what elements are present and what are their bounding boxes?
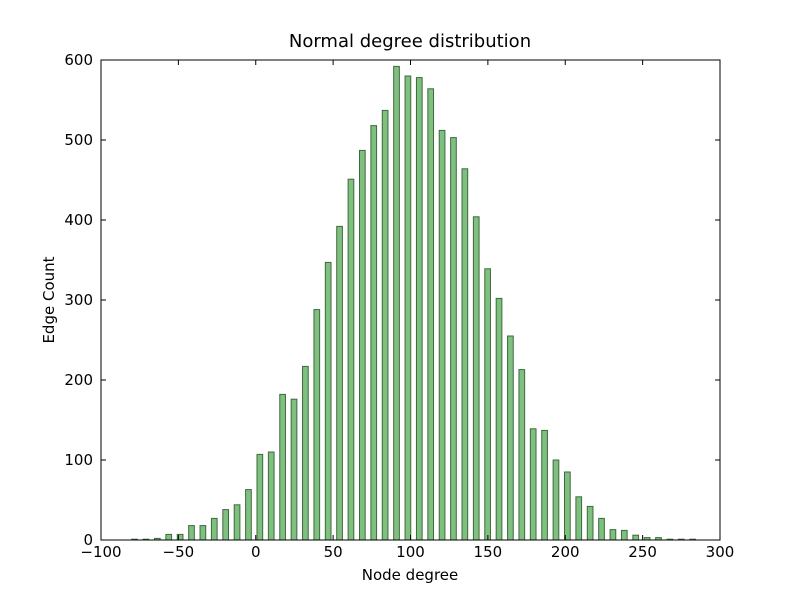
bar xyxy=(302,365,309,541)
bar xyxy=(620,529,628,541)
bar xyxy=(507,335,514,541)
x-tick-label: 300 xyxy=(706,543,735,561)
bar xyxy=(404,75,412,541)
bar xyxy=(256,453,264,541)
bar xyxy=(279,393,286,541)
chart-title: Normal degree distribution xyxy=(289,31,531,52)
bar xyxy=(370,125,378,541)
bar xyxy=(564,471,571,541)
y-tick-label: 100 xyxy=(64,451,93,469)
x-tick-label: −100 xyxy=(80,543,121,561)
bar xyxy=(267,451,275,541)
x-tick-label: 50 xyxy=(324,543,343,561)
bar xyxy=(518,369,526,541)
bar xyxy=(598,517,605,541)
y-tick-label: 500 xyxy=(64,131,93,149)
bar xyxy=(222,509,230,541)
bar xyxy=(450,137,457,541)
bar xyxy=(495,297,503,541)
y-tick-label: 600 xyxy=(64,51,93,69)
bar xyxy=(632,534,640,541)
bar xyxy=(165,533,173,541)
plot-frame xyxy=(100,59,721,541)
x-tick-label: 0 xyxy=(251,543,261,561)
y-axis-label: Edge Count xyxy=(40,256,58,343)
bar xyxy=(461,168,469,541)
bar xyxy=(529,428,537,541)
bar xyxy=(199,525,207,541)
bar xyxy=(233,504,241,541)
bar xyxy=(358,149,366,541)
y-tick-label: 200 xyxy=(64,371,93,389)
bar xyxy=(324,261,332,541)
bar xyxy=(415,77,423,541)
bar xyxy=(188,525,195,541)
bar xyxy=(381,109,389,541)
bar xyxy=(438,129,446,541)
bar xyxy=(313,309,321,541)
bar xyxy=(575,496,583,541)
bar xyxy=(245,489,252,541)
bar xyxy=(427,88,435,541)
x-tick-label: 100 xyxy=(396,543,425,561)
x-tick-label: 150 xyxy=(474,543,503,561)
x-tick-label: 200 xyxy=(551,543,580,561)
bar xyxy=(541,429,548,541)
bar xyxy=(393,65,400,541)
bar xyxy=(472,216,480,541)
x-tick-label: −50 xyxy=(163,543,195,561)
bar xyxy=(552,459,560,541)
bar xyxy=(484,268,491,541)
y-tick-label: 300 xyxy=(64,291,93,309)
bar xyxy=(609,529,617,541)
bar xyxy=(336,225,343,541)
x-tick-label: 250 xyxy=(628,543,657,561)
y-tick-label: 400 xyxy=(64,211,93,229)
x-axis-label: Node degree xyxy=(362,566,458,584)
bar xyxy=(210,517,218,541)
bar xyxy=(290,398,298,541)
bar xyxy=(347,178,355,541)
bar xyxy=(586,505,594,541)
y-tick-label: 0 xyxy=(83,531,93,549)
